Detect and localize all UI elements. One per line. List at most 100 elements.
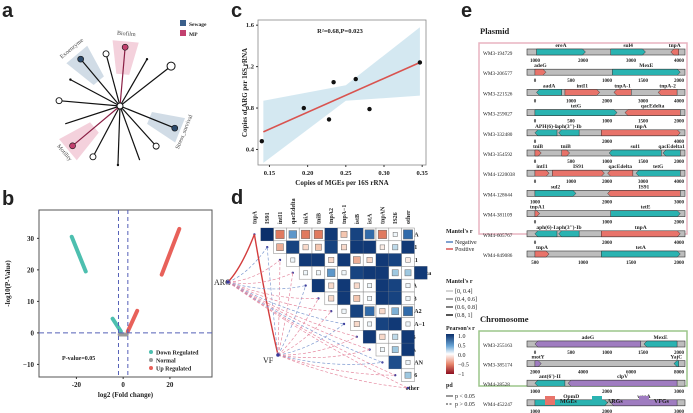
heatmap-cell-marker: [301, 229, 311, 239]
spoke-point: [69, 78, 72, 81]
center-node: [116, 102, 124, 110]
gene-label: ereA: [555, 43, 566, 49]
section-title: Chromosome: [480, 314, 529, 324]
gene-arrow: [534, 149, 542, 157]
contig-label: WM3-206577: [483, 71, 513, 77]
contig-label: WM4-452247: [483, 402, 513, 408]
spoke-line: [119, 58, 148, 107]
legend-label: Positive: [455, 247, 475, 253]
axis-tick-label: 1000: [530, 390, 541, 395]
gene-label: motY: [531, 355, 544, 361]
heatmap-cell-marker: [380, 347, 385, 352]
heatmap-cell-marker: [328, 295, 335, 302]
gene-arrow: [561, 149, 571, 157]
heatmap-cell-marker: [327, 268, 336, 277]
mantel-node-arg: [226, 280, 230, 284]
diagonal-node: [406, 386, 410, 390]
heatmap-cell-marker: [288, 230, 297, 239]
panel-label-c: c: [231, 0, 243, 22]
mantel-link: [227, 281, 370, 350]
legend-swatch: [180, 30, 186, 36]
heatmap-cell-marker: [353, 321, 360, 327]
colorbar-tick-label: −0.5: [458, 363, 469, 369]
gene-label: OpmD: [563, 394, 579, 400]
contig-label: WM3-354592: [483, 152, 513, 158]
x-tick-label: 20: [166, 381, 174, 389]
column-label: tnpA: [252, 210, 258, 224]
heatmap-cell-fill: [312, 279, 325, 292]
contig-label: WM4-381109: [483, 213, 513, 219]
axis-tick-label: 500: [531, 261, 539, 266]
axis-tick-label: 1000: [602, 160, 613, 165]
gene-arrow: [558, 230, 580, 238]
gene-label: tnpA-1: [614, 83, 631, 89]
contig-label: WM3-255163: [483, 343, 513, 349]
mantel-link: [277, 310, 332, 356]
gene-label: IS91: [573, 164, 584, 170]
x-tick-label: 0.30: [378, 170, 389, 177]
heatmap-cell-marker: [403, 229, 413, 240]
legend-label: Up Regulated: [156, 367, 192, 373]
axis-tick-label: 2000: [602, 390, 613, 395]
regression-plot: 0.15 0.20 0.25 0.30 0.35 0.4 0.8 1.2 1.6 Copies o…: [241, 19, 429, 187]
panel-label-d: d: [231, 187, 244, 209]
y-axis-label: Copies of ARG per 16S rRNA: [241, 48, 249, 137]
spoke-line: [105, 53, 121, 107]
heatmap-cell-marker: [405, 360, 411, 365]
heatmap-cell-fill: [376, 279, 389, 292]
heatmap-cell-fill: [401, 330, 415, 344]
gene-label: tniB: [533, 144, 543, 150]
heatmap-cell-fill: [363, 330, 376, 344]
heatmap-cell-marker: [364, 306, 375, 317]
axis-tick-label: 1000: [566, 99, 577, 104]
heatmap-cell-marker: [391, 346, 399, 353]
heatmap-cell-marker: [405, 321, 411, 327]
heatmap-cell-fill: [324, 240, 338, 254]
gene-label: aadA: [543, 83, 556, 89]
heatmap-cell-marker: [341, 308, 347, 314]
contig-backbone: [526, 190, 686, 197]
heatmap-cell-fill: [350, 240, 364, 254]
mantel-link: [227, 234, 256, 283]
y-tick-label: 1.2: [246, 64, 254, 71]
x-axis-label: Copies of MGEs per 16S rRNA: [295, 179, 388, 187]
gene-label: qacEdelta: [608, 164, 632, 170]
axis-tick-label: 500: [567, 351, 575, 356]
gene-label: tnpA: [669, 43, 681, 49]
highlight-sector: [112, 40, 139, 75]
gene-arrow: [534, 250, 550, 258]
axis-tick-label: 6000: [626, 371, 637, 376]
gene-arrow: [534, 340, 642, 348]
contig-label: WM3-221526: [483, 91, 513, 97]
column-label: IS26: [393, 212, 399, 224]
pearson-colorbar: [446, 334, 454, 374]
contig-label: WM3-259027: [483, 112, 513, 118]
spoke-line: [119, 105, 157, 147]
heatmap-cell-marker: [313, 229, 323, 239]
contig-backbone: [526, 149, 686, 157]
gene-label: IS91: [639, 184, 650, 190]
gene-arrow: [534, 360, 542, 367]
axis-tick-label: 0: [534, 180, 537, 185]
axis-tick-label: 2000: [674, 221, 685, 226]
gene-arrow: [608, 149, 662, 157]
gene-arrow: [607, 169, 634, 177]
gene-label: tnpA: [536, 245, 548, 251]
gene-label: aph(3'')-Ib: [556, 224, 581, 231]
spoke-point: [171, 124, 179, 132]
heatmap-cell-marker: [328, 282, 335, 289]
heatmap-cell-marker: [315, 243, 322, 251]
x-tick-label: 0.25: [340, 170, 352, 177]
mantel-link: [253, 234, 279, 356]
gene-arrow: [610, 210, 681, 217]
axis-tick-label: 1000: [602, 79, 613, 84]
gene-label: aph(3'')-Ib: [556, 123, 581, 130]
contig-label: WM3-194729: [483, 51, 513, 57]
contig-backbone: [526, 360, 686, 367]
axis-tick-label: 4000: [674, 180, 685, 185]
gene-label: MexE: [653, 335, 667, 341]
column-label: intI1: [278, 212, 284, 224]
panel-label-b: b: [2, 188, 15, 210]
